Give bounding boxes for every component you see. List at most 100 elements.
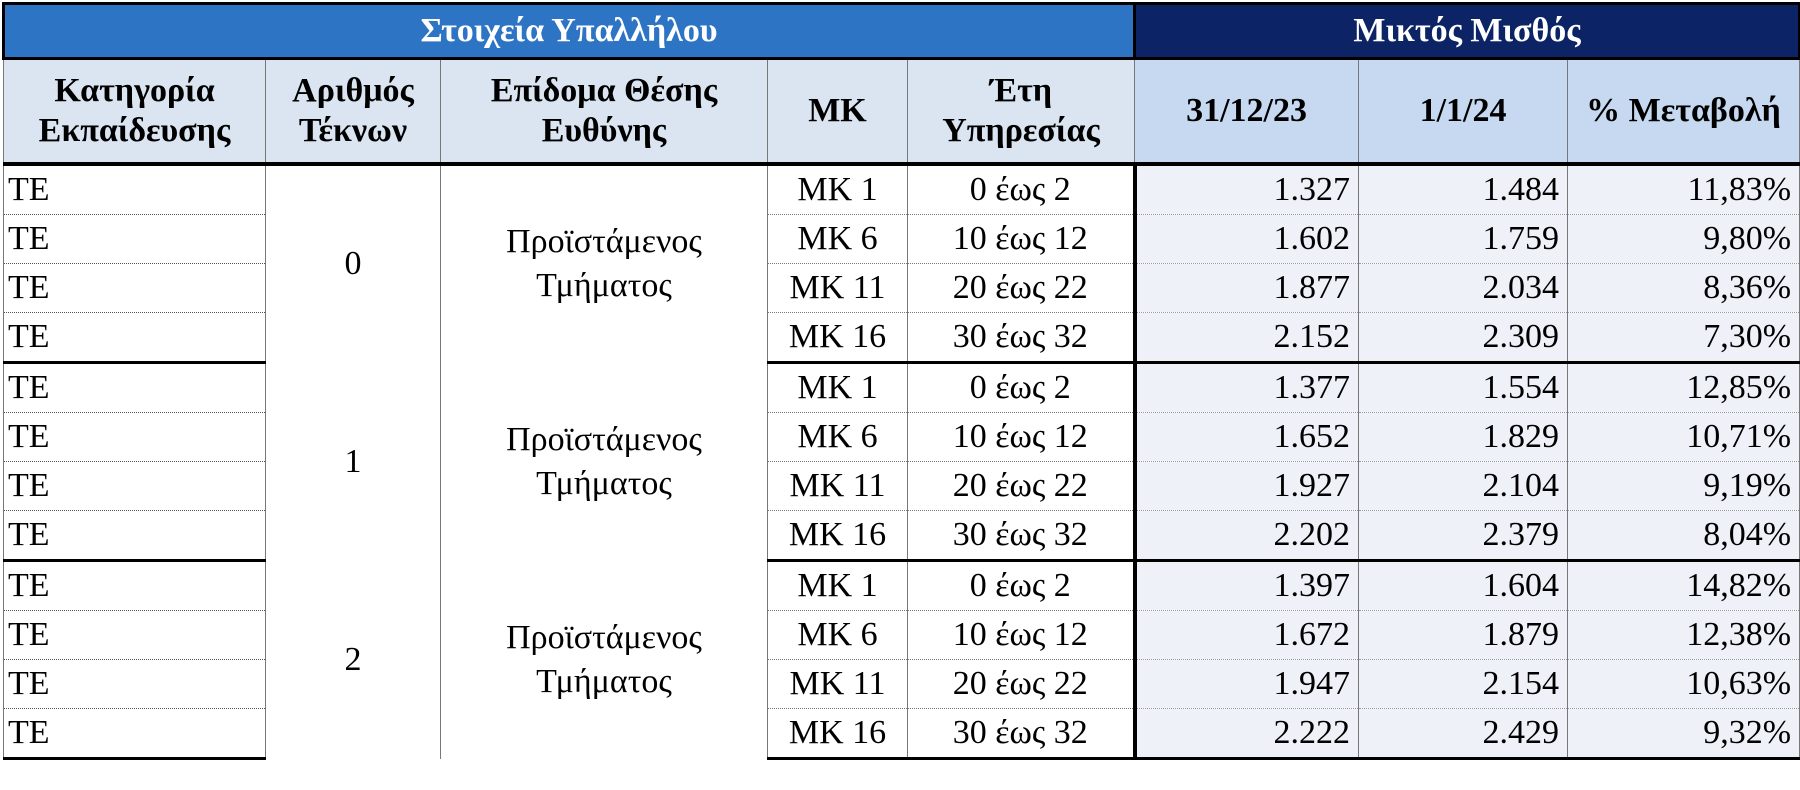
salary-cell: 1.879 <box>1358 610 1569 660</box>
salary-cell: 2.202 <box>1132 510 1360 562</box>
mk-cell: ΜΚ 1 <box>767 164 908 215</box>
column-header: Αριθμός Τέκνων <box>265 58 441 166</box>
salary-cell: 1.927 <box>1132 461 1360 511</box>
children-cell: 2 <box>265 560 441 759</box>
mk-cell: ΜΚ 16 <box>767 708 908 760</box>
children-cell: 1 <box>265 362 441 561</box>
table-row: ΤΕ ΜΚ 16 30 έως 32 2.222 2.429 9,32% <box>3 708 1800 760</box>
salary-cell: 2.154 <box>1358 659 1569 709</box>
position-cell: Προϊστάμενος Τμήματος <box>440 362 768 561</box>
table-row: ΤΕ ΜΚ 6 10 έως 12 1.672 1.879 12,38% <box>3 610 1800 660</box>
category-cell: ΤΕ <box>3 164 266 215</box>
table-row: ΤΕ ΜΚ 11 20 έως 22 1.947 2.154 10,63% <box>3 659 1800 709</box>
mk-cell: ΜΚ 1 <box>767 560 908 611</box>
years-cell: 10 έως 12 <box>906 412 1136 462</box>
salary-cell: 1.554 <box>1358 362 1569 413</box>
years-cell: 20 έως 22 <box>906 659 1136 709</box>
table-row: ΤΕ ΜΚ 16 30 έως 32 2.202 2.379 8,04% <box>3 510 1800 562</box>
change-cell: 7,30% <box>1567 312 1800 364</box>
mk-cell: ΜΚ 6 <box>767 412 908 462</box>
salary-cell: 1.652 <box>1132 412 1360 462</box>
column-header: 31/12/23 <box>1134 58 1360 166</box>
change-cell: 8,04% <box>1567 510 1800 562</box>
change-cell: 9,32% <box>1567 708 1800 760</box>
column-header: 1/1/24 <box>1358 58 1569 166</box>
salary-cell: 1.877 <box>1132 263 1360 313</box>
category-cell: ΤΕ <box>3 312 266 364</box>
mk-cell: ΜΚ 6 <box>767 214 908 264</box>
salary-cell: 1.829 <box>1358 412 1569 462</box>
years-cell: 0 έως 2 <box>906 560 1136 611</box>
column-header: Επίδομα Θέσης Ευθύνης <box>440 58 768 166</box>
mk-cell: ΜΚ 16 <box>767 312 908 364</box>
salary-cell: 2.152 <box>1132 312 1360 364</box>
category-cell: ΤΕ <box>3 659 266 709</box>
years-cell: 30 έως 32 <box>906 510 1136 562</box>
salary-cell: 1.377 <box>1132 362 1360 413</box>
salary-cell: 1.672 <box>1132 610 1360 660</box>
years-cell: 0 έως 2 <box>906 164 1136 215</box>
column-header: ΜΚ <box>767 58 908 166</box>
salary-cell: 2.104 <box>1358 461 1569 511</box>
category-cell: ΤΕ <box>3 461 266 511</box>
salary-cell: 1.604 <box>1358 560 1569 611</box>
change-cell: 12,38% <box>1567 610 1800 660</box>
salary-cell: 2.379 <box>1358 510 1569 562</box>
salary-cell: 2.309 <box>1358 312 1569 364</box>
years-cell: 20 έως 22 <box>906 461 1136 511</box>
table-row: ΤΕ ΜΚ 6 10 έως 12 1.602 1.759 9,80% <box>3 214 1800 264</box>
mk-cell: ΜΚ 1 <box>767 362 908 413</box>
category-cell: ΤΕ <box>3 560 266 611</box>
column-header: % Μεταβολή <box>1567 58 1800 166</box>
salary-cell: 1.484 <box>1358 164 1569 215</box>
table-row: ΤΕ ΜΚ 11 20 έως 22 1.927 2.104 9,19% <box>3 461 1800 511</box>
years-cell: 10 έως 12 <box>906 214 1136 264</box>
years-cell: 10 έως 12 <box>906 610 1136 660</box>
category-cell: ΤΕ <box>3 510 266 562</box>
change-cell: 12,85% <box>1567 362 1800 413</box>
category-cell: ΤΕ <box>3 214 266 264</box>
column-header: Κατηγορία Εκπαίδευσης <box>3 58 266 166</box>
change-cell: 9,19% <box>1567 461 1800 511</box>
column-header: Έτη Υπηρεσίας <box>906 58 1136 166</box>
salary-cell: 2.034 <box>1358 263 1569 313</box>
change-cell: 11,83% <box>1567 164 1800 215</box>
change-cell: 10,63% <box>1567 659 1800 709</box>
change-cell: 10,71% <box>1567 412 1800 462</box>
salary-cell: 1.327 <box>1132 164 1360 215</box>
category-cell: ΤΕ <box>3 412 266 462</box>
change-cell: 9,80% <box>1567 214 1800 264</box>
salary-cell: 1.947 <box>1132 659 1360 709</box>
mk-cell: ΜΚ 11 <box>767 263 908 313</box>
salary-cell: 1.759 <box>1358 214 1569 264</box>
category-cell: ΤΕ <box>3 263 266 313</box>
table-row: ΤΕ ΜΚ 16 30 έως 32 2.152 2.309 7,30% <box>3 312 1800 364</box>
group-header: Μικτός Μισθός <box>1133 2 1800 60</box>
category-cell: ΤΕ <box>3 708 266 760</box>
years-cell: 30 έως 32 <box>906 708 1136 760</box>
salary-cell: 2.222 <box>1132 708 1360 760</box>
salary-cell: 1.602 <box>1132 214 1360 264</box>
salary-cell: 2.429 <box>1358 708 1569 760</box>
mk-cell: ΜΚ 6 <box>767 610 908 660</box>
children-cell: 0 <box>265 164 441 363</box>
position-cell: Προϊστάμενος Τμήματος <box>440 164 768 363</box>
salary-cell: 1.397 <box>1132 560 1360 611</box>
group-header: Στοιχεία Υπαλλήλου <box>1 2 1137 60</box>
years-cell: 0 έως 2 <box>906 362 1136 413</box>
category-cell: ΤΕ <box>3 610 266 660</box>
mk-cell: ΜΚ 11 <box>767 659 908 709</box>
mk-cell: ΜΚ 11 <box>767 461 908 511</box>
table-row: ΤΕ ΜΚ 11 20 έως 22 1.877 2.034 8,36% <box>3 263 1800 313</box>
change-cell: 14,82% <box>1567 560 1800 611</box>
mk-cell: ΜΚ 16 <box>767 510 908 562</box>
category-cell: ΤΕ <box>3 362 266 413</box>
years-cell: 30 έως 32 <box>906 312 1136 364</box>
years-cell: 20 έως 22 <box>906 263 1136 313</box>
position-cell: Προϊστάμενος Τμήματος <box>440 560 768 759</box>
change-cell: 8,36% <box>1567 263 1800 313</box>
